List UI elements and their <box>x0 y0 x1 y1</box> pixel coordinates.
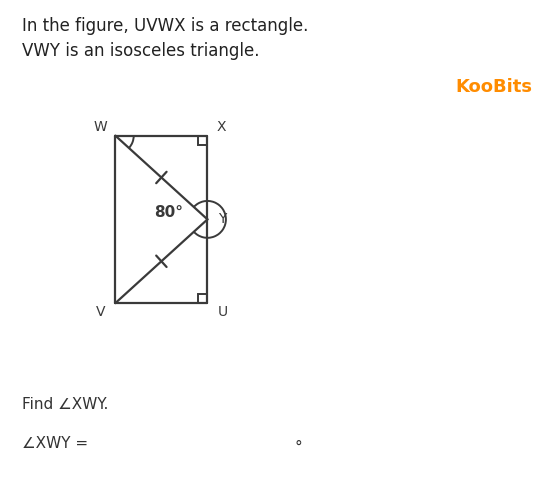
Text: °: ° <box>294 440 302 455</box>
Text: Find ∠XWY.: Find ∠XWY. <box>22 397 109 412</box>
Text: V: V <box>95 305 105 318</box>
FancyBboxPatch shape <box>107 428 302 462</box>
Text: In the figure, UVWX is a rectangle.: In the figure, UVWX is a rectangle. <box>22 17 309 35</box>
Text: ∠XWY =: ∠XWY = <box>22 436 88 451</box>
Text: W: W <box>94 120 107 134</box>
Text: VWY is an isosceles triangle.: VWY is an isosceles triangle. <box>22 42 260 60</box>
Text: Y: Y <box>218 212 227 226</box>
FancyBboxPatch shape <box>1 55 559 394</box>
Text: X: X <box>216 120 226 134</box>
Text: KooBits: KooBits <box>456 78 533 96</box>
Text: 80°: 80° <box>155 205 184 220</box>
Text: U: U <box>217 305 227 318</box>
